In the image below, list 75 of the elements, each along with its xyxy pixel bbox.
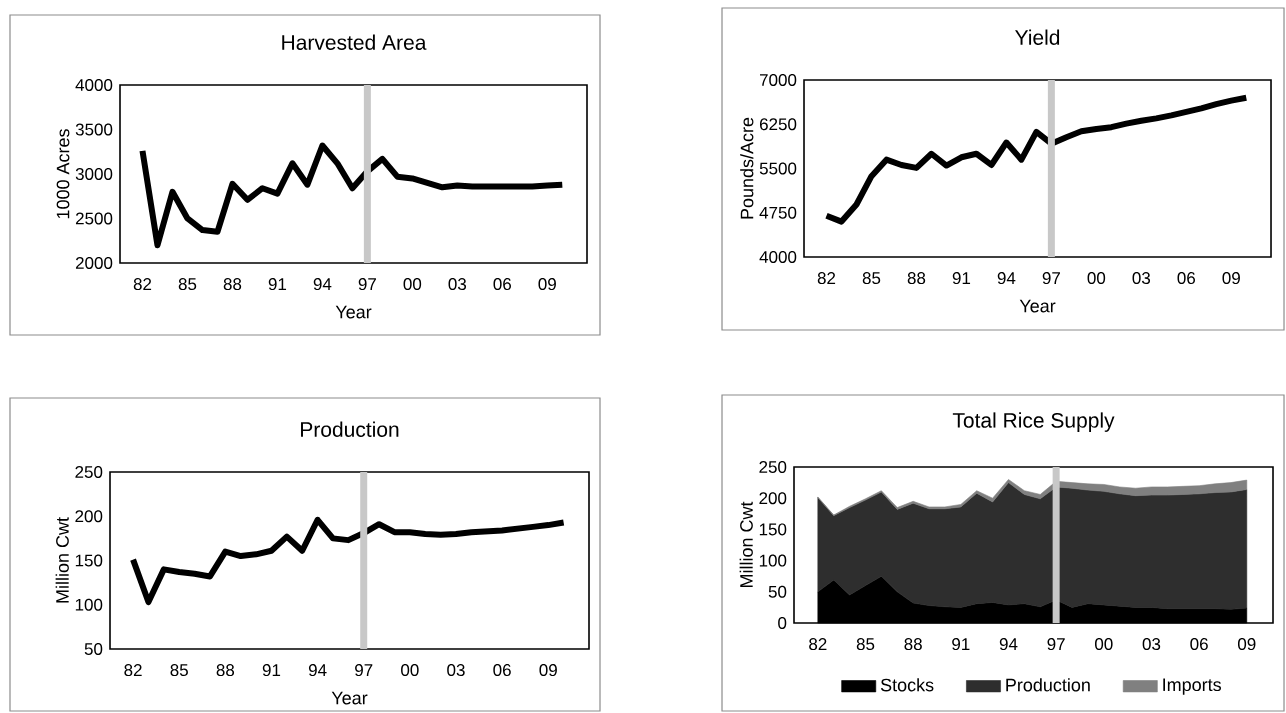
x-tick-label: 03	[1142, 638, 1161, 651]
x-tick-label: 82	[133, 278, 152, 291]
x-tick-label: 00	[401, 664, 419, 677]
x-tick-label: 00	[1087, 272, 1106, 285]
chart-title: Harvested Area	[282, 34, 427, 50]
y-tick-label: 6250	[760, 118, 797, 131]
x-tick-label: 94	[313, 278, 332, 291]
x-tick-label: 97	[1042, 272, 1060, 285]
y-tick-label: 250	[759, 461, 787, 474]
y-tick-label: 4000	[75, 78, 113, 91]
y-axis-title: Pounds/Acre	[740, 117, 754, 219]
y-tick-label: 3500	[75, 123, 113, 136]
y-tick-label: 7000	[760, 73, 797, 87]
y-tick-label: 2500	[75, 212, 113, 225]
x-axis-title: Year	[331, 691, 368, 705]
y-tick-label: 4000	[759, 250, 797, 264]
legend-label: Production	[1006, 678, 1090, 692]
y-tick-label: 200	[759, 492, 787, 505]
x-tick-label: 82	[817, 272, 836, 285]
y-axis-title: Million Cwt	[55, 517, 69, 603]
chart-title: Yield	[1015, 29, 1060, 45]
y-tick-label: 150	[759, 523, 787, 536]
x-tick-label: 06	[493, 278, 512, 291]
x-tick-label: 03	[447, 664, 465, 677]
x-tick-label: 06	[1190, 638, 1208, 651]
x-tick-label: 91	[268, 278, 287, 291]
x-tick-label: 03	[448, 278, 467, 291]
x-axis-title: Year	[335, 305, 372, 319]
x-axis-title: Year	[1019, 299, 1056, 313]
x-tick-label: 97	[358, 278, 376, 291]
y-tick-label: 4750	[759, 206, 797, 219]
x-tick-label: 91	[952, 638, 970, 651]
x-tick-label: 06	[1177, 272, 1196, 285]
x-tick-label: 85	[170, 664, 188, 677]
x-tick-label: 06	[493, 664, 511, 677]
x-tick-label: 82	[124, 664, 142, 677]
x-tick-label: 00	[403, 278, 422, 291]
x-tick-label: 88	[216, 664, 235, 677]
y-tick-label: 3000	[75, 167, 113, 180]
x-tick-label: 94	[997, 272, 1016, 285]
x-tick-label: 85	[178, 278, 197, 291]
x-tick-label: 94	[999, 638, 1018, 651]
x-tick-label: 94	[308, 664, 327, 677]
x-tick-label: 97	[1047, 638, 1065, 651]
chart-title: Production	[301, 421, 399, 437]
x-tick-label: 91	[262, 664, 281, 677]
legend-label: Stocks	[880, 678, 934, 692]
y-tick-label: 2000	[75, 256, 113, 270]
y-tick-label: 0	[778, 617, 787, 630]
x-tick-label: 00	[1095, 638, 1113, 651]
y-tick-label: 50	[84, 642, 103, 656]
x-tick-label: 09	[1238, 638, 1256, 651]
x-tick-label: 09	[1222, 272, 1240, 285]
x-tick-label: 91	[952, 272, 971, 285]
x-tick-label: 82	[809, 638, 827, 651]
y-tick-label: 5500	[759, 162, 797, 175]
x-tick-label: 09	[539, 664, 557, 677]
y-tick-label: 200	[75, 510, 103, 523]
x-tick-label: 88	[907, 272, 926, 285]
legend-label: Imports	[1163, 678, 1221, 695]
chart-title: Total Rice Supply	[952, 412, 1115, 432]
y-axis-title: Million Cwt	[739, 501, 753, 588]
y-tick-label: 50	[768, 585, 787, 598]
x-tick-label: 09	[538, 278, 556, 291]
y-tick-label: 100	[759, 554, 787, 567]
x-tick-label: 88	[223, 278, 242, 291]
x-tick-label: 97	[355, 664, 373, 677]
y-tick-label: 150	[75, 554, 103, 567]
x-tick-label: 88	[904, 638, 922, 651]
y-tick-label: 250	[75, 465, 103, 479]
y-axis-title: 1000 Acres	[56, 129, 70, 219]
y-tick-label: 100	[75, 598, 103, 611]
x-tick-label: 85	[856, 638, 875, 651]
x-tick-label: 85	[862, 272, 881, 285]
x-tick-label: 03	[1132, 272, 1151, 285]
